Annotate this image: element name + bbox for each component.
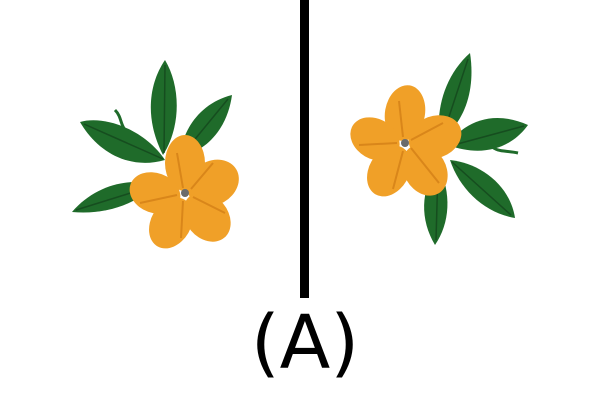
- petal-shading: [358, 100, 444, 190]
- flower-illustration-right: [350, 53, 528, 245]
- flower-illustration-left: [72, 60, 239, 249]
- caption-label: (A): [250, 300, 360, 386]
- petal: [350, 117, 400, 161]
- flower: [129, 135, 239, 249]
- stem: [488, 143, 519, 155]
- flower-center: [401, 139, 409, 147]
- stem: [113, 108, 128, 133]
- divider-line: [300, 0, 309, 298]
- petal: [183, 192, 231, 242]
- petal-shading: [139, 152, 226, 239]
- leaf-vein: [75, 64, 229, 211]
- flower-image-left: [60, 45, 280, 265]
- leaf: [448, 117, 528, 151]
- flower-image-right: [350, 45, 570, 265]
- petal: [402, 144, 448, 196]
- flower: [350, 85, 462, 197]
- flower-center: [181, 189, 189, 197]
- leaf-vein: [435, 58, 525, 241]
